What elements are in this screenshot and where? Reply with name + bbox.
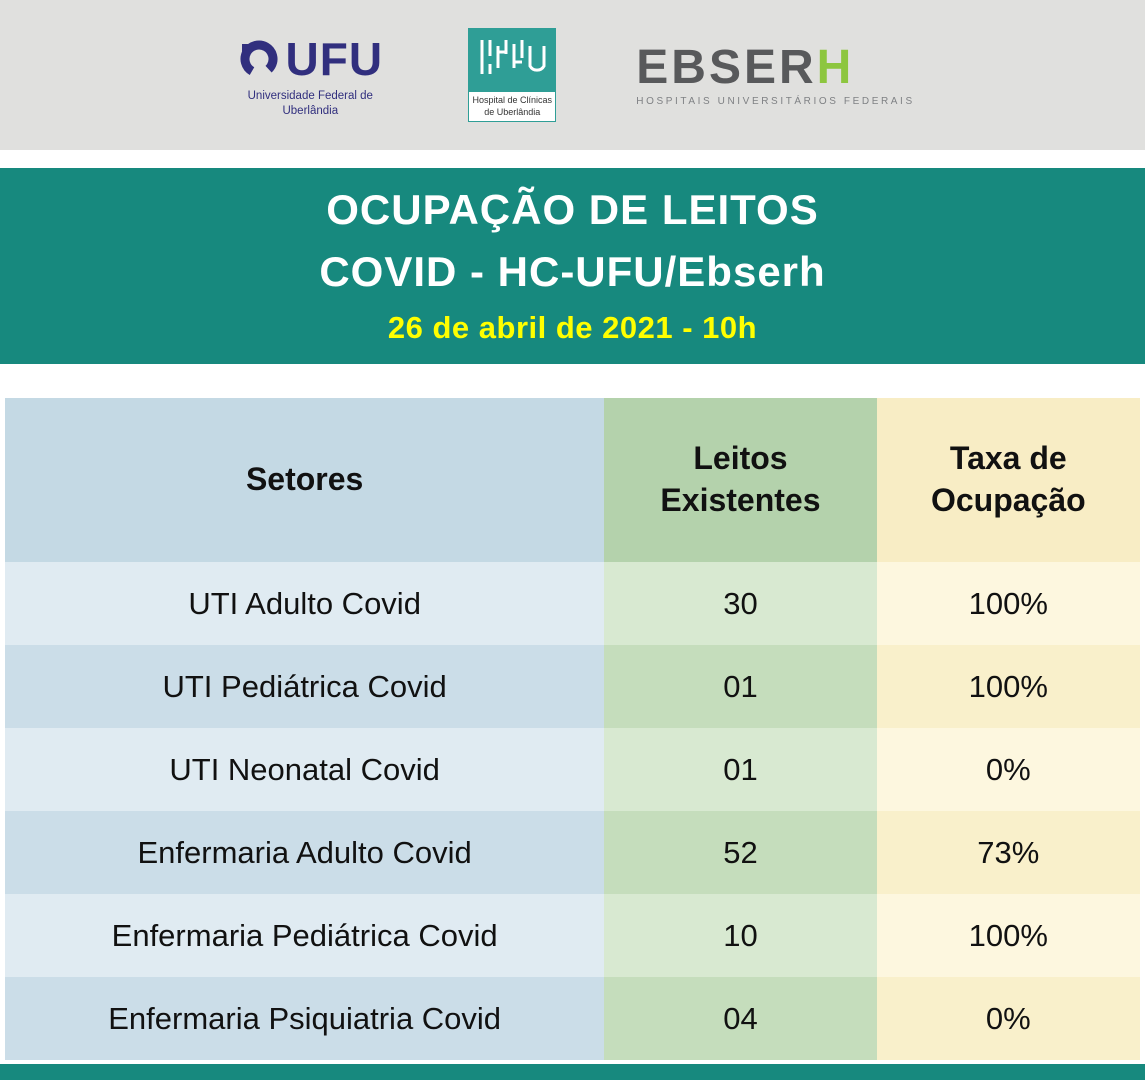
banner-title-line2: COVID - HC-UFU/Ebserh	[319, 248, 826, 295]
cell-leitos: 04	[604, 977, 877, 1060]
title-banner: OCUPAÇÃO DE LEITOS COVID - HC-UFU/Ebserh…	[0, 168, 1145, 364]
logo-band: UFU Universidade Federal de Uberlândia	[0, 0, 1145, 150]
column-header-setores: Setores	[5, 398, 605, 562]
cell-leitos: 30	[604, 562, 877, 645]
cell-setor: UTI Neonatal Covid	[5, 728, 605, 811]
ufu-icon	[240, 40, 277, 78]
ebserh-subtitle: HOSPITAIS UNIVERSITÁRIOS FEDERAIS	[636, 95, 915, 107]
ufu-logo: UFU Universidade Federal de Uberlândia	[230, 32, 390, 118]
banner-title-line1: OCUPAÇÃO DE LEITOS	[326, 186, 819, 233]
column-header-leitos-existentes: Leitos Existentes	[604, 398, 877, 562]
occupancy-table: Setores Leitos Existentes Taxa de Ocupaç…	[5, 398, 1140, 1060]
cell-taxa: 0%	[876, 977, 1140, 1060]
ebserh-wordmark: EBSERH	[636, 40, 914, 94]
cell-setor: Enfermaria Adulto Covid	[5, 811, 605, 894]
hc-subtitle: Hospital de Clínicas de Uberlândia	[468, 92, 557, 122]
cell-leitos: 01	[604, 645, 877, 728]
ebserh-wordmark-gray: EBSER	[636, 40, 817, 94]
hc-icon	[468, 28, 557, 93]
cell-leitos: 10	[604, 894, 877, 977]
cell-taxa: 0%	[876, 728, 1140, 811]
cell-setor: Enfermaria Pediátrica Covid	[5, 894, 605, 977]
cell-taxa: 100%	[876, 562, 1140, 645]
cell-taxa: 100%	[876, 645, 1140, 728]
cell-taxa: 73%	[876, 811, 1140, 894]
ebserh-wordmark-green: H	[816, 40, 855, 94]
ufu-wordmark: UFU	[285, 33, 384, 86]
ufu-subtitle: Universidade Federal de Uberlândia	[247, 90, 373, 117]
column-header-taxa-ocupacao: Taxa de Ocupação	[876, 398, 1140, 562]
cell-leitos: 52	[604, 811, 877, 894]
cell-leitos: 01	[604, 728, 877, 811]
ufu-logo-row: UFU	[230, 32, 390, 86]
hc-logo: Hospital de Clínicas de Uberlândia	[468, 28, 558, 122]
banner-date: 26 de abril de 2021 - 10h	[387, 310, 758, 345]
cell-setor: Enfermaria Psiquiatria Covid	[5, 977, 605, 1060]
ebserh-logo: EBSERH HOSPITAIS UNIVERSITÁRIOS FEDERAIS	[636, 40, 915, 107]
hc-icon-pattern	[480, 40, 546, 75]
bottom-strip	[0, 1064, 1145, 1080]
cell-taxa: 100%	[876, 894, 1140, 977]
cell-setor: UTI Pediátrica Covid	[5, 645, 605, 728]
cell-setor: UTI Adulto Covid	[5, 562, 605, 645]
